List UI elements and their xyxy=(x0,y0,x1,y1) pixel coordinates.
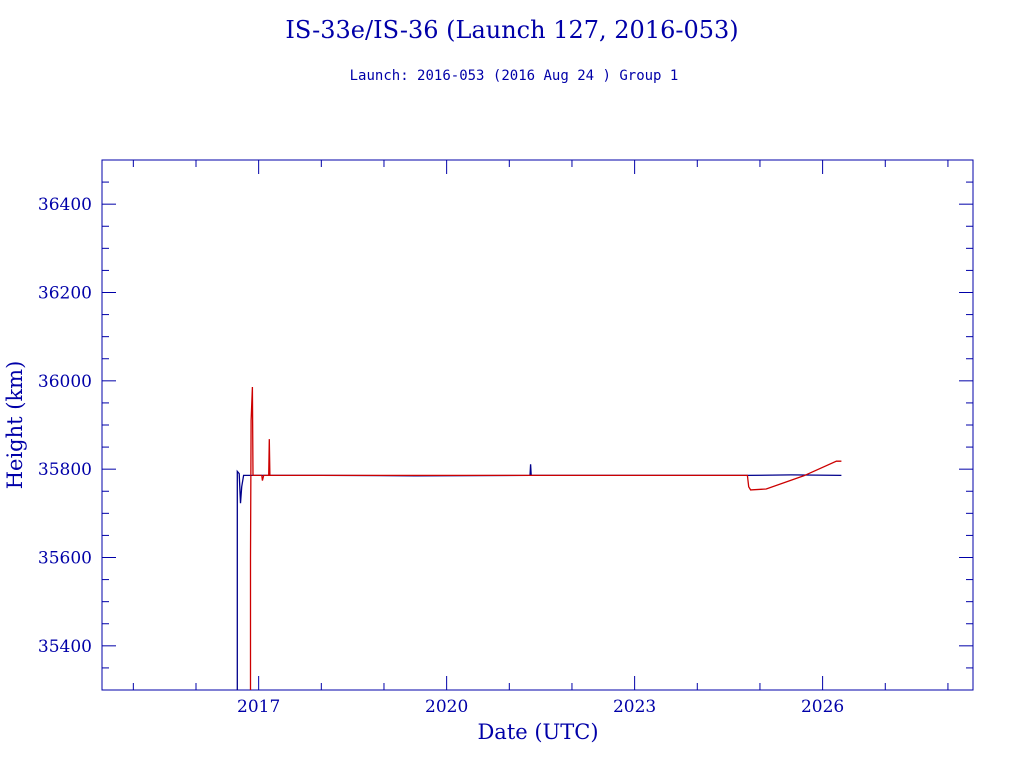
y-tick-labels: 35400 35600 35800 36000 36200 36400 xyxy=(38,195,92,657)
y-axis-label: Height (km) xyxy=(3,361,27,490)
y-tick-label: 36200 xyxy=(38,284,92,304)
y-tick-label: 35600 xyxy=(38,549,92,569)
x-tick-labels: 2017 2020 2023 2026 xyxy=(237,697,844,717)
plot-frame xyxy=(101,159,974,691)
y-tick-label: 36000 xyxy=(38,372,92,392)
x-tick-label: 2023 xyxy=(613,697,656,717)
x-tick-label: 2026 xyxy=(801,697,844,717)
series-line-2 xyxy=(249,386,842,690)
y-tick-label: 36400 xyxy=(38,195,92,215)
series-lines xyxy=(236,386,842,690)
chart-subtitle: Launch: 2016-053 (2016 Aug 24 ) Group 1 xyxy=(350,68,679,84)
x-tick-label: 2020 xyxy=(425,697,468,717)
x-axis-label: Date (UTC) xyxy=(477,720,598,744)
series-line-1 xyxy=(236,464,842,690)
chart-title: IS-33e/IS-36 (Launch 127, 2016-053) xyxy=(285,16,738,44)
axis-ticks xyxy=(102,159,973,691)
x-tick-label: 2017 xyxy=(237,697,280,717)
y-tick-label: 35400 xyxy=(38,637,92,657)
y-tick-label: 35800 xyxy=(38,460,92,480)
